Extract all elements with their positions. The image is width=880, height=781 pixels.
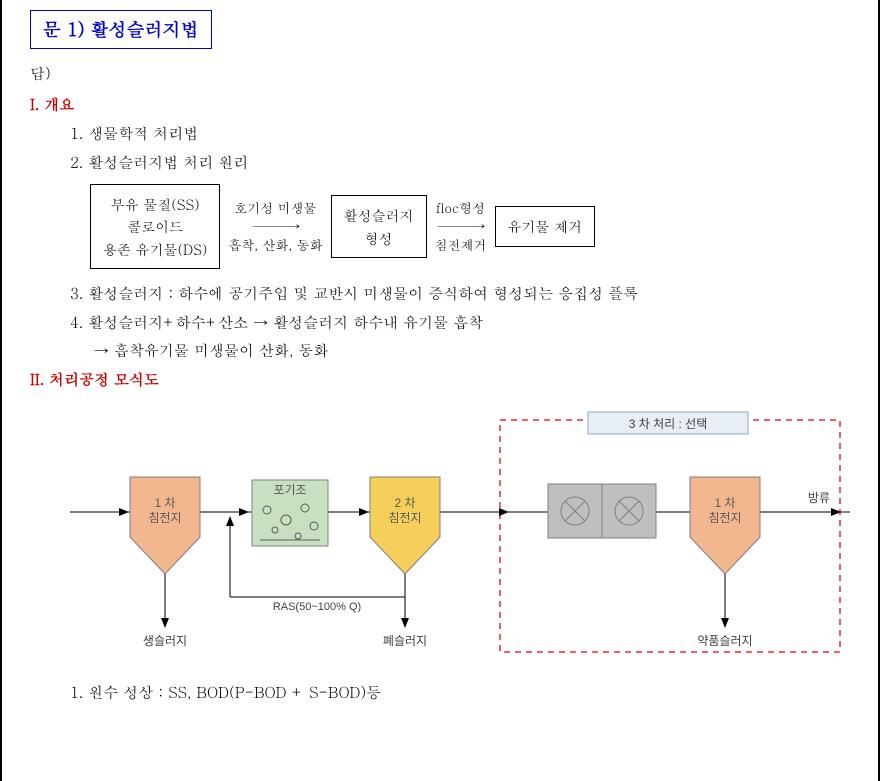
section1-line2: 2. 활성슬러지법 처리 원리 [70, 152, 850, 175]
flow-arrow-2: floc형성 ―――――→ 침전제거 [435, 199, 487, 254]
arrow1-mid: ―――――→ [228, 217, 322, 235]
question-title-box: 문 1) 활성슬러지법 [30, 10, 212, 49]
arrow1-bot: 흡착, 산화, 동화 [228, 236, 322, 254]
svg-text:침전지: 침전지 [708, 511, 741, 525]
arrow2-mid: ―――――→ [435, 217, 487, 235]
svg-text:1 차: 1 차 [154, 496, 175, 510]
section1-line5: → 흡착유기물 미생물이 산화, 동화 [94, 340, 850, 363]
process-diagram: 3 차 처리 : 선택 1 차 침전지 생슬러지 포기조 [70, 402, 850, 672]
process-svg: 3 차 처리 : 선택 1 차 침전지 생슬러지 포기조 [70, 402, 850, 672]
section1-line4: 4. 활성슬러지+하수+산소 → 활성슬러지 하수내 유기물 흡착 [70, 312, 850, 335]
question-title: 문 1) 활성슬러지법 [43, 17, 199, 42]
discharge-label: 방류 [808, 491, 830, 505]
section-2-header: II. 처리공정 모식도 [30, 369, 850, 390]
aeration-tank: 포기조 [252, 480, 328, 546]
section1-line3: 3. 활성슬러지 : 하수에 공기주입 및 교반시 미생물이 증식하여 형성되는… [70, 283, 850, 306]
principle-flow: 부유 물질(SS) 콜로이드 용존 유기물(DS) 호기성 미생물 ―――――→… [90, 184, 850, 269]
flow-box2-l1: 활성슬러지 [344, 204, 414, 226]
section-1-header: I. 개요 [30, 94, 850, 115]
svg-text:2 차: 2 차 [394, 496, 415, 510]
flow-box-2: 활성슬러지 형성 [331, 195, 427, 258]
arrow2-top: floc형성 [435, 199, 487, 217]
flow-box1-l2: 콜로이드 [103, 215, 207, 237]
page: 문 1) 활성슬러지법 답) I. 개요 1. 생물학적 처리법 2. 활성슬러… [0, 0, 880, 781]
tank-tertiary: 1 차 침전지 [690, 477, 760, 574]
flow-box-3: 유기물 제거 [495, 206, 596, 246]
arrow1-top: 호기성 미생물 [228, 199, 322, 217]
svg-text:침전지: 침전지 [388, 511, 421, 525]
sludge3-label: 약품슬러지 [697, 633, 752, 648]
sludge2-label: 폐슬러지 [383, 634, 427, 648]
ras-label: RAS(50~100% Q) [273, 601, 361, 613]
section1-line1: 1. 생물학적 처리법 [70, 123, 850, 146]
flow-box3-l1: 유기물 제거 [508, 215, 583, 237]
bottom-line: 1. 원수 성상 : SS, BOD(P-BOD + S-BOD)등 [70, 682, 850, 705]
filter-unit-2 [602, 484, 656, 538]
flow-box1-l3: 용존 유기물(DS) [103, 238, 207, 260]
svg-text:침전지: 침전지 [148, 511, 181, 525]
filter-unit-1 [548, 484, 602, 538]
tank-primary-1: 1 차 침전지 [130, 477, 200, 574]
arrow2-bot: 침전제거 [435, 236, 487, 254]
tertiary-label: 3 차 처리 : 선택 [629, 417, 708, 431]
sludge1-label: 생슬러지 [143, 634, 187, 648]
tank-secondary: 2 차 침전지 [370, 477, 440, 574]
flow-arrow-1: 호기성 미생물 ―――――→ 흡착, 산화, 동화 [228, 199, 322, 254]
flow-box-1: 부유 물질(SS) 콜로이드 용존 유기물(DS) [90, 184, 220, 269]
answer-label: 답) [30, 63, 850, 84]
flow-box1-l1: 부유 물질(SS) [103, 193, 207, 215]
aeration-label: 포기조 [273, 483, 306, 497]
svg-text:1 차: 1 차 [714, 496, 735, 510]
flow-box2-l2: 형성 [344, 227, 414, 249]
